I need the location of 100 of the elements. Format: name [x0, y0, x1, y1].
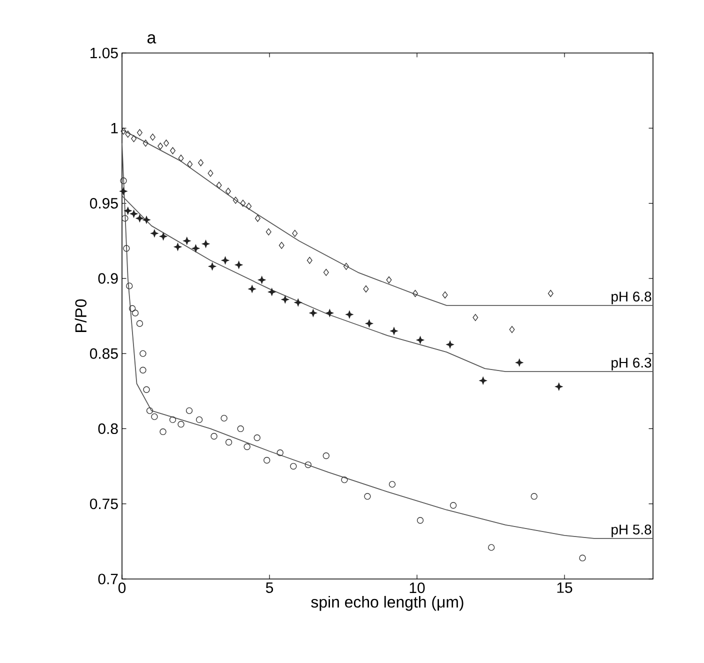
- y-tick-label: 0.7: [98, 574, 118, 584]
- point: [164, 140, 169, 147]
- point: [292, 230, 298, 237]
- point: [202, 240, 210, 248]
- point: [388, 480, 396, 488]
- point: [232, 196, 238, 204]
- point: [254, 434, 260, 442]
- point: [416, 517, 424, 524]
- point: [136, 214, 144, 222]
- y-tick-label: 0.9: [98, 273, 118, 284]
- point: [248, 285, 256, 293]
- point: [450, 502, 457, 509]
- point: [120, 188, 128, 195]
- point: [365, 320, 373, 328]
- y-tick-label: 1.05: [90, 48, 118, 58]
- point: [142, 216, 150, 224]
- y-tick-label: 0.8: [98, 423, 118, 434]
- point: [128, 305, 136, 312]
- point: [579, 554, 586, 562]
- x-tick-label: 15: [557, 582, 572, 593]
- point: [516, 358, 524, 366]
- point: [120, 177, 127, 184]
- point: [151, 413, 158, 420]
- point: [386, 276, 392, 284]
- point: [186, 407, 193, 414]
- point: [246, 202, 252, 210]
- y-tick-label: 0.85: [90, 348, 118, 359]
- point: [208, 170, 214, 177]
- point: [178, 420, 184, 428]
- series-label: pH 5.8: [612, 524, 652, 538]
- point: [390, 327, 398, 335]
- series-label: pH 6.8: [612, 292, 652, 304]
- point: [326, 309, 334, 317]
- y-tick-label: 0.95: [90, 198, 118, 209]
- point: [412, 290, 418, 297]
- point: [122, 214, 128, 222]
- chart-title: a: [147, 34, 156, 44]
- point: [198, 159, 204, 166]
- x-axis-title: spin echo length (μm): [311, 596, 464, 611]
- point: [183, 237, 191, 245]
- point: [472, 314, 478, 322]
- point: [266, 228, 272, 236]
- point: [146, 407, 154, 414]
- point: [196, 416, 203, 424]
- point: [143, 386, 150, 393]
- point: [120, 128, 126, 135]
- point: [235, 261, 243, 269]
- point: [341, 476, 348, 484]
- point: [264, 456, 270, 464]
- point: [174, 243, 182, 251]
- point: [281, 296, 289, 304]
- point: [254, 214, 260, 222]
- point: [136, 129, 142, 136]
- point: [364, 493, 371, 500]
- point: [125, 130, 131, 138]
- point: [237, 425, 244, 432]
- line-series: [122, 142, 654, 539]
- point: [479, 376, 487, 384]
- point: [343, 262, 349, 270]
- point: [548, 290, 554, 297]
- point: [187, 160, 193, 168]
- point: [240, 200, 246, 207]
- point: [509, 326, 515, 334]
- point: [304, 461, 312, 468]
- point: [150, 134, 156, 141]
- point: [131, 135, 137, 142]
- point: [124, 207, 132, 215]
- point: [258, 276, 266, 284]
- x-tick-label: 10: [410, 582, 425, 594]
- point: [216, 182, 222, 189]
- point: [276, 449, 284, 456]
- point: [132, 310, 139, 316]
- x-tick-label: 5: [266, 582, 274, 593]
- series-label: pH 6.3: [612, 358, 652, 370]
- point: [290, 462, 297, 470]
- point: [160, 428, 166, 436]
- point: [268, 288, 276, 296]
- point: [346, 310, 354, 318]
- line-series: [122, 129, 654, 306]
- point: [446, 340, 454, 348]
- point: [178, 154, 184, 162]
- point: [142, 140, 148, 147]
- point: [225, 188, 231, 195]
- point: [130, 210, 138, 218]
- point: [208, 262, 216, 270]
- point: [322, 452, 330, 460]
- point: [306, 256, 312, 264]
- point: [123, 245, 130, 252]
- y-tick-label: 0.75: [90, 498, 118, 510]
- point: [140, 350, 146, 357]
- point: [244, 443, 250, 450]
- point: [158, 142, 164, 150]
- point: [210, 432, 218, 440]
- point: [530, 493, 538, 500]
- point: [278, 242, 284, 249]
- point: [222, 256, 229, 264]
- point: [323, 268, 329, 276]
- point: [160, 232, 168, 240]
- point: [150, 230, 158, 238]
- point: [126, 282, 133, 290]
